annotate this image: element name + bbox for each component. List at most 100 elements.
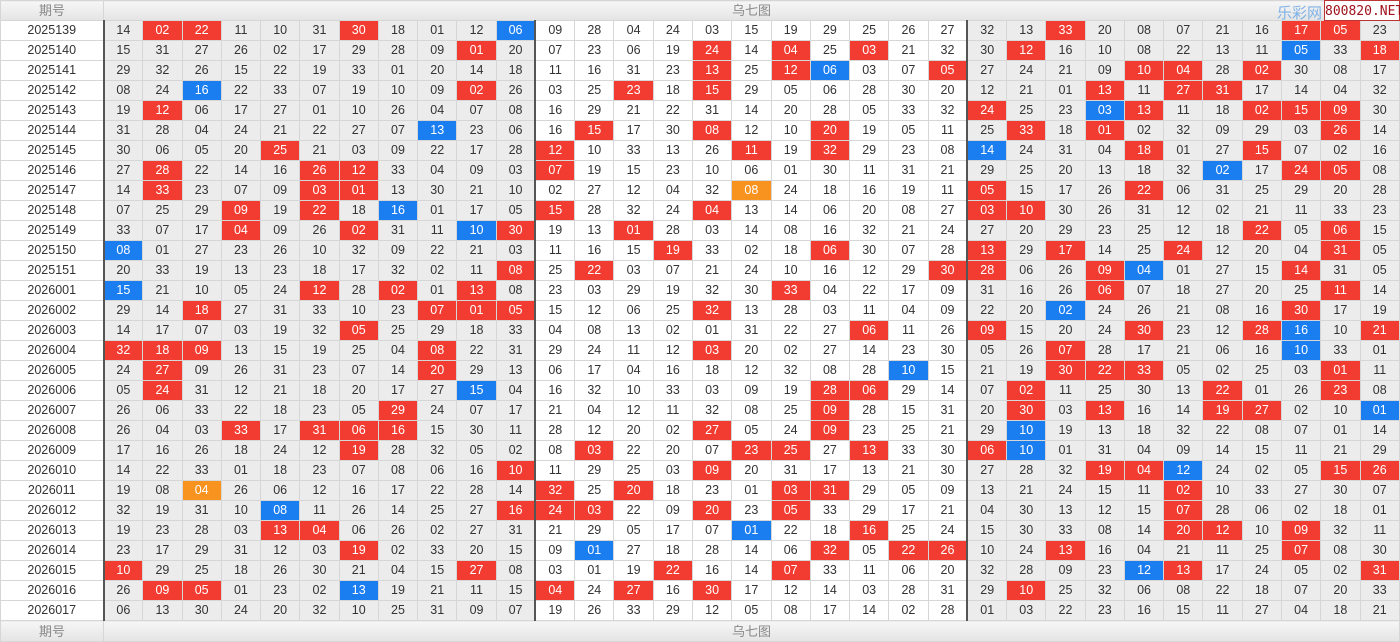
number-cell: 04: [534, 320, 576, 341]
number-cell: 18: [495, 60, 536, 81]
number-cell: 11: [456, 580, 497, 601]
number-cell: 30: [456, 420, 497, 441]
number-cell: 33: [888, 100, 929, 121]
number-cell: 04: [142, 420, 183, 441]
number-cell: 03: [691, 220, 733, 241]
number-cell: 03: [220, 520, 262, 541]
number-cell-red: 01: [456, 40, 497, 61]
number-cell-red: 01: [1320, 360, 1361, 381]
number-cell: 07: [495, 600, 536, 621]
number-cell: 06: [613, 40, 654, 61]
number-cell: 28: [574, 200, 615, 221]
number-cell: 13: [849, 460, 890, 481]
number-cell: 07: [1280, 420, 1322, 441]
number-cell: 08: [142, 480, 183, 501]
number-cell: 17: [220, 100, 262, 121]
number-cell: 11: [534, 60, 576, 81]
number-cell-blue: 10: [1006, 420, 1047, 441]
number-cell: 30: [849, 240, 890, 261]
number-cell-red: 13: [691, 60, 733, 81]
number-cell: 32: [1084, 580, 1125, 601]
number-cell: 27: [338, 120, 379, 141]
number-cell-red: 20: [1163, 520, 1204, 541]
number-cell-blue: 01: [731, 520, 772, 541]
number-cell-red: 15: [574, 120, 615, 141]
number-cell: 26: [260, 240, 301, 261]
number-cell-red: 15: [1280, 100, 1322, 121]
number-cell: 27: [613, 540, 654, 561]
number-cell: 18: [1045, 120, 1086, 141]
site-badge[interactable]: 800820.NET: [1324, 0, 1400, 21]
number-cell: 26: [260, 560, 301, 581]
number-cell-red: 18: [1359, 40, 1400, 61]
number-cell-red: 25: [260, 140, 301, 161]
period-cell: 2026017: [0, 600, 104, 621]
number-cell: 04: [888, 300, 929, 321]
number-cell: 04: [574, 400, 615, 421]
number-cell: 13: [574, 220, 615, 241]
number-cell-red: 10: [495, 460, 536, 481]
number-cell: 03: [849, 60, 890, 81]
number-cell: 26: [1123, 300, 1165, 321]
number-cell: 12: [574, 300, 615, 321]
number-cell: 18: [260, 400, 301, 421]
number-cell: 24: [574, 340, 615, 361]
number-cell: 31: [613, 60, 654, 81]
number-cell: 32: [417, 440, 458, 461]
number-cell: 08: [927, 140, 968, 161]
number-cell-red: 15: [691, 80, 733, 101]
number-cell: 12: [456, 20, 497, 41]
number-cell: 20: [652, 440, 693, 461]
number-cell: 08: [377, 460, 419, 481]
number-cell: 33: [613, 600, 654, 621]
number-cell: 21: [1006, 480, 1047, 501]
number-cell: 27: [966, 220, 1008, 241]
number-cell: 10: [1202, 480, 1243, 501]
number-cell: 27: [574, 180, 615, 201]
number-cell: 17: [338, 260, 379, 281]
number-cell: 18: [377, 20, 419, 41]
number-cell: 30: [1123, 380, 1165, 401]
number-cell: 21: [1320, 440, 1361, 461]
period-cell: 2026016: [0, 580, 104, 601]
number-cell-red: 24: [966, 100, 1008, 121]
number-cell: 16: [1241, 340, 1282, 361]
number-cell-blue: 01: [1359, 400, 1400, 421]
number-cell: 17: [377, 380, 419, 401]
number-cell: 01: [691, 320, 733, 341]
number-cell: 32: [1359, 80, 1400, 101]
number-cell: 32: [613, 200, 654, 221]
number-cell-red: 30: [1280, 300, 1322, 321]
number-cell: 21: [456, 240, 497, 261]
number-cell: 17: [495, 400, 536, 421]
number-cell: 30: [299, 560, 340, 581]
number-cell-red: 31: [299, 420, 340, 441]
number-cell: 30: [1006, 500, 1047, 521]
number-cell: 24: [260, 280, 301, 301]
number-cell: 07: [691, 520, 733, 541]
number-cell: 11: [417, 220, 458, 241]
table-row: 2025146 27 28 22 14 16 26 12 33 04 09 03 07 19 15 23 10 0…: [0, 160, 1400, 181]
number-cell: 08: [1123, 40, 1165, 61]
number-cell: 29: [809, 20, 851, 41]
number-cell-red: 01: [1084, 120, 1125, 141]
number-cell: 26: [181, 60, 222, 81]
number-cell: 26: [1084, 180, 1125, 201]
number-cell: 23: [299, 400, 340, 421]
number-cell: 11: [1202, 600, 1243, 621]
number-cell-red: 22: [652, 560, 693, 581]
number-cell: 16: [574, 60, 615, 81]
number-cell-red: 22: [1241, 220, 1282, 241]
number-cell-red: 24: [142, 380, 183, 401]
number-cell-red: 27: [613, 580, 654, 601]
number-cell: 08: [809, 360, 851, 381]
number-cell-red: 32: [534, 480, 576, 501]
number-cell: 27: [102, 160, 144, 181]
number-cell-red: 09: [181, 340, 222, 361]
number-cell: 20: [1006, 300, 1047, 321]
number-cell-red: 05: [1320, 20, 1361, 41]
number-cell-red: 28: [809, 380, 851, 401]
table-row: 2025141 29 32 26 15 22 19 33 01 20 14 18 11 16 31 23 13 2…: [0, 60, 1400, 81]
number-cell-red: 27: [691, 420, 733, 441]
